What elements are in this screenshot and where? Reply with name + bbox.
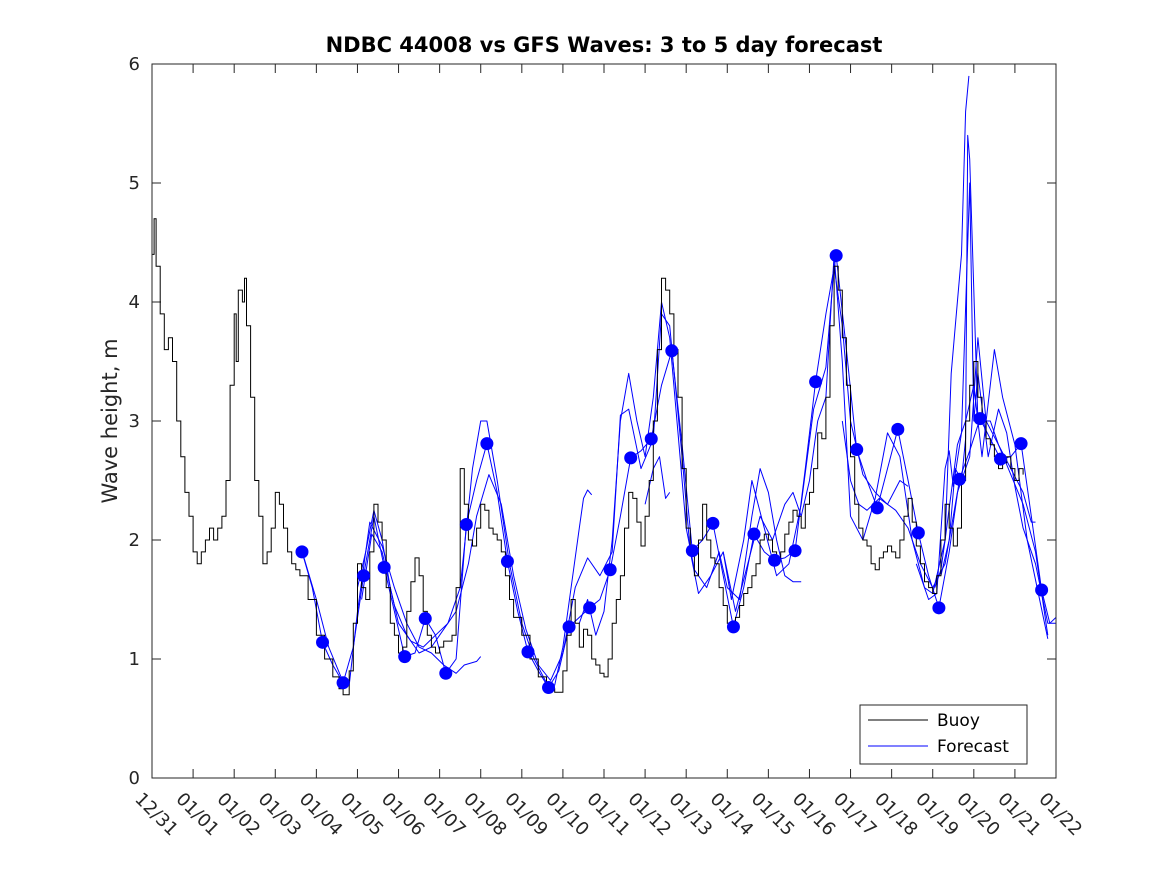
x-tick-label: 01/19	[911, 789, 963, 841]
forecast-marker	[952, 472, 966, 486]
plot-area	[152, 64, 1056, 778]
plot-frame	[151, 63, 1057, 779]
legend-buoy-label: Buoy	[937, 711, 980, 731]
forecast-marker	[809, 375, 823, 389]
forecast-marker	[788, 544, 802, 558]
legend: Buoy Forecast	[859, 704, 1028, 765]
y-tick-label: 1	[129, 649, 140, 670]
x-tick-label: 01/07	[418, 789, 470, 841]
forecast-series-line	[578, 301, 802, 636]
x-tick-label: 01/02	[213, 789, 265, 841]
legend-box	[859, 704, 1028, 765]
forecast-marker	[1035, 583, 1049, 597]
forecast-marker	[1014, 437, 1028, 451]
x-tick-label: 12/31	[130, 789, 182, 841]
x-tick-label: 01/06	[377, 789, 429, 841]
x-tick-label: 01/05	[336, 789, 388, 841]
forecast-marker	[891, 422, 905, 436]
forecast-series-line	[722, 253, 1049, 639]
forecast-marker	[336, 676, 350, 690]
x-tick-label: 01/12	[624, 789, 676, 841]
forecast-marker	[644, 432, 658, 446]
forecast-marker	[624, 451, 638, 465]
x-tick-label: 01/03	[254, 789, 306, 841]
forecast-marker	[829, 249, 843, 263]
y-tick-label: 4	[129, 292, 140, 313]
forecast-marker	[603, 563, 617, 577]
forecast-marker	[542, 681, 556, 695]
forecast-marker	[870, 501, 884, 515]
forecast-marker	[994, 452, 1008, 466]
forecast-marker	[295, 545, 309, 559]
y-tick-label: 2	[129, 530, 140, 551]
forecast-marker	[316, 635, 330, 649]
x-tick-label: 01/09	[500, 789, 552, 841]
x-tick-label: 01/15	[747, 789, 799, 841]
forecast-marker	[377, 560, 391, 574]
forecast-marker	[685, 544, 699, 558]
y-tick-label: 6	[129, 54, 140, 75]
forecast-marker	[480, 437, 494, 451]
forecast-marker	[932, 601, 946, 615]
x-tick-label: 01/04	[295, 789, 347, 841]
y-axis-label: Wave height, m	[98, 338, 122, 503]
forecast-marker	[911, 526, 925, 540]
x-tick-label: 01/10	[541, 789, 593, 841]
forecast-series-line	[915, 182, 1056, 624]
forecast-marker	[768, 553, 782, 567]
forecast-marker	[850, 443, 864, 457]
forecast-marker	[357, 569, 371, 583]
x-tick-label: 01/21	[993, 789, 1045, 841]
forecast-marker	[398, 650, 412, 664]
series-layer	[152, 75, 1057, 696]
forecast-series-line	[303, 521, 482, 686]
buoy-series-line	[152, 218, 1024, 696]
x-tick-label: 01/14	[706, 789, 758, 841]
x-tick-label: 01/18	[870, 789, 922, 841]
forecast-series-line	[940, 134, 1036, 576]
forecast-marker	[583, 601, 597, 615]
chart-title: NDBC 44008 vs GFS Waves: 3 to 5 day fore…	[326, 33, 883, 57]
legend-forecast-label: Forecast	[937, 737, 1009, 757]
x-tick-label: 01/22	[1034, 789, 1086, 841]
x-tick-label: 01/16	[788, 789, 840, 841]
forecast-marker-layer	[295, 249, 1049, 695]
forecast-marker	[706, 516, 720, 530]
forecast-marker	[726, 620, 740, 634]
x-tick-label: 01/01	[172, 789, 224, 841]
x-tick-label: 01/13	[665, 789, 717, 841]
forecast-marker	[747, 527, 761, 541]
x-tick-label: 01/11	[582, 789, 634, 841]
forecast-series-line	[934, 75, 970, 588]
forecast-marker	[459, 518, 473, 532]
y-tick-label: 5	[129, 173, 140, 194]
y-axis-ticks: 0 1 2 3 4 5 6	[129, 54, 1056, 789]
y-tick-label: 0	[129, 768, 140, 789]
x-tick-label: 01/17	[829, 789, 881, 841]
x-tick-label: 01/20	[952, 789, 1004, 841]
x-tick-label: 01/08	[459, 789, 511, 841]
forecast-marker	[521, 645, 535, 659]
y-tick-label: 3	[129, 411, 140, 432]
forecast-marker	[562, 620, 576, 634]
forecast-marker	[973, 412, 987, 426]
forecast-marker	[665, 344, 679, 358]
forecast-marker	[418, 612, 432, 626]
forecast-marker	[439, 666, 453, 680]
forecast-marker	[500, 554, 514, 568]
